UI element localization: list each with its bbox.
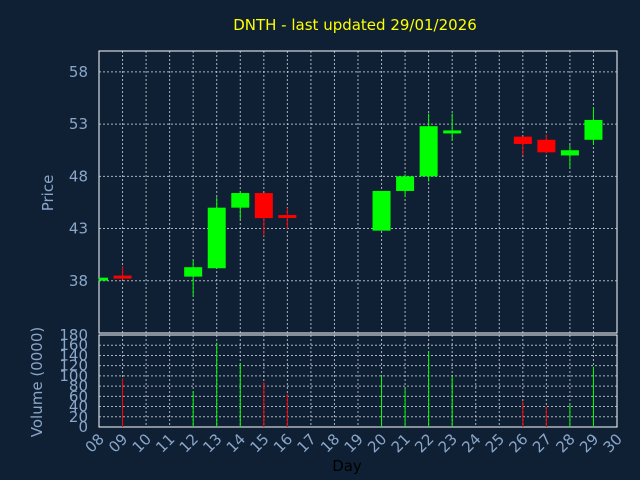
x-tick-label: 11 [152, 430, 178, 456]
volume-tick-label: 20 [69, 408, 88, 426]
x-tick-label: 17 [294, 430, 320, 456]
x-tick-label: 16 [270, 430, 296, 456]
x-tick-label: 22 [411, 430, 437, 456]
volume-axis-label: Volume (0000) [28, 327, 46, 437]
x-tick-label: 26 [505, 430, 531, 456]
x-tick-label: 19 [341, 430, 367, 456]
x-tick-label: 29 [576, 430, 602, 456]
candle-body [254, 193, 273, 219]
price-tick-label: 53 [69, 115, 88, 133]
volume-tick-label: 180 [59, 326, 88, 344]
x-tick-label: 12 [176, 430, 202, 456]
volume-tick-label: 60 [69, 387, 88, 405]
volume-tick-label: 120 [59, 357, 88, 375]
candle-body [113, 275, 132, 279]
x-tick-label: 28 [553, 430, 579, 456]
candle-body [372, 190, 391, 231]
x-tick-label: 14 [223, 430, 249, 456]
candle-body [560, 150, 579, 156]
x-tick-label: 15 [246, 430, 272, 456]
x-tick-label: 18 [317, 430, 343, 456]
price-axis-label: Price [39, 175, 57, 212]
price-tick-label: 43 [69, 220, 88, 238]
candle-body [537, 139, 556, 153]
candle-body [584, 119, 603, 140]
candle-body [513, 136, 532, 144]
candle-body [396, 176, 415, 191]
volume-tick-label: 140 [59, 346, 88, 364]
candle-body [99, 277, 108, 281]
candle-body [207, 207, 226, 269]
x-tick-label: 09 [105, 430, 131, 456]
plot-area: 3843485358020406080100120140160180080910… [59, 50, 626, 456]
x-tick-label: 21 [388, 430, 414, 456]
volume-tick-label: 0 [78, 418, 88, 436]
candle-body [184, 267, 203, 277]
candle-body [231, 193, 250, 208]
x-tick-label: 24 [458, 430, 484, 456]
x-tick-label: 25 [482, 430, 508, 456]
x-tick-label: 23 [435, 430, 461, 456]
volume-tick-label: 40 [69, 398, 88, 416]
volume-tick-label: 100 [59, 367, 88, 385]
x-tick-label: 10 [129, 430, 155, 456]
price-tick-label: 48 [69, 167, 88, 185]
candle-body [443, 130, 462, 134]
x-tick-label: 30 [600, 430, 626, 456]
candle-body [419, 126, 438, 177]
x-tick-label: 27 [529, 430, 555, 456]
x-axis-label: Day [332, 457, 362, 475]
price-tick-label: 38 [69, 272, 88, 290]
volume-tick-label: 160 [59, 336, 88, 354]
chart-title: DNTH - last updated 29/01/2026 [233, 16, 477, 34]
volume-tick-label: 80 [69, 377, 88, 395]
x-tick-label: 20 [364, 430, 390, 456]
candle-body [278, 215, 297, 219]
x-tick-label: 13 [199, 430, 225, 456]
price-tick-label: 58 [69, 63, 88, 81]
